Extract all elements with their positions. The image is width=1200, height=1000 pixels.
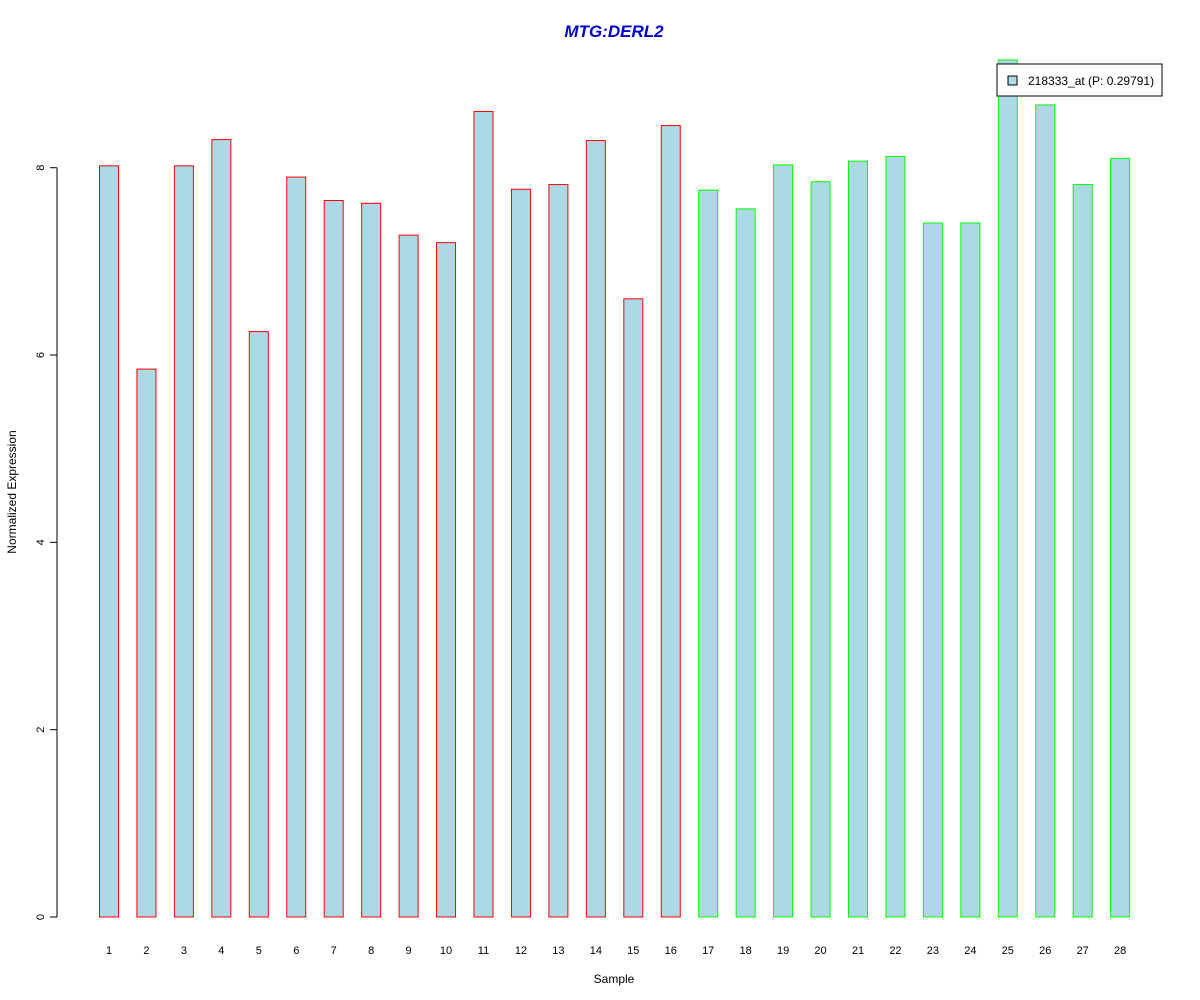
bar-sample-22 [885,155,906,918]
legend-label: 218333_at (P: 0.29791) [1028,74,1154,88]
chart-title: MTG:DERL2 [564,22,664,41]
bars-group [99,59,1131,918]
x-tick-label: 3 [181,945,187,957]
y-axis-label: Normalized Expression [5,430,19,553]
y-tick-label: 6 [35,352,47,358]
bar-sample-9 [398,234,419,918]
bar-sample-2 [136,368,157,918]
x-tick-label: 19 [777,945,789,957]
x-tick-label: 17 [702,945,714,957]
bar-sample-10 [436,242,457,918]
y-tick-label: 0 [35,914,47,920]
x-tick-label: 13 [552,945,564,957]
x-tick-label: 6 [293,945,299,957]
x-tick-label: 18 [740,945,752,957]
x-tick-label: 16 [665,945,677,957]
x-tick-label: 2 [143,945,149,957]
legend: 218333_at (P: 0.29791) [996,63,1163,97]
bar-sample-13 [548,184,569,918]
x-tick-label: 15 [627,945,639,957]
x-tick-label: 24 [964,945,976,957]
x-axis-label: Sample [594,972,635,986]
legend-box [996,63,1163,97]
bar-sample-14 [585,140,606,918]
x-tick-label: 26 [1039,945,1051,957]
x-tick-label: 20 [814,945,826,957]
bar-sample-20 [810,181,831,918]
bar-sample-4 [211,139,232,918]
x-tick-label: 4 [218,945,224,957]
bar-sample-8 [361,202,382,918]
x-tick-label: 21 [852,945,864,957]
bar-sample-18 [735,208,756,918]
bar-sample-19 [773,164,794,918]
bar-sample-16 [660,125,681,918]
x-tick-label: 11 [478,945,489,957]
x-tick-label: 14 [590,945,602,957]
bar-sample-25 [997,59,1018,918]
y-tick-label: 2 [35,727,47,733]
x-tick-label: 8 [368,945,374,957]
x-tick-label: 22 [889,945,901,957]
legend-swatch [1007,75,1018,86]
bar-sample-12 [510,188,531,918]
x-tick-label: 9 [406,945,412,957]
bar-sample-21 [848,160,868,918]
x-tick-label: 27 [1077,945,1089,957]
y-axis: 0 2 4 6 8 [35,165,58,920]
bar-sample-6 [286,176,307,918]
bar-sample-24 [960,222,981,918]
y-tick-label: 4 [35,539,47,545]
x-tick-label: 12 [515,945,527,957]
bar-sample-27 [1072,184,1093,918]
x-tick-label: 28 [1114,945,1126,957]
y-tick-label: 8 [35,165,47,171]
bar-sample-7 [323,199,344,918]
bar-sample-1 [99,165,119,918]
x-tick-label: 5 [256,945,262,957]
x-tick-labels: 1 2 3 4 5 6 7 8 9 10 11 12 13 14 15 16 17 18 19 20 21 22 23 24 2… [106,945,1126,957]
bar-sample-23 [922,222,943,918]
bar-sample-15 [623,298,644,918]
bar-sample-17 [698,189,719,918]
bar-sample-3 [173,165,194,918]
bar-sample-11 [473,111,494,918]
x-tick-label: 7 [331,945,337,957]
x-tick-label: 1 [106,945,112,957]
bar-sample-28 [1110,157,1131,918]
x-tick-label: 10 [440,945,452,957]
bar-sample-26 [1035,104,1056,918]
x-tick-label: 23 [927,945,939,957]
bar-sample-5 [248,331,269,918]
x-tick-label: 25 [1002,945,1014,957]
